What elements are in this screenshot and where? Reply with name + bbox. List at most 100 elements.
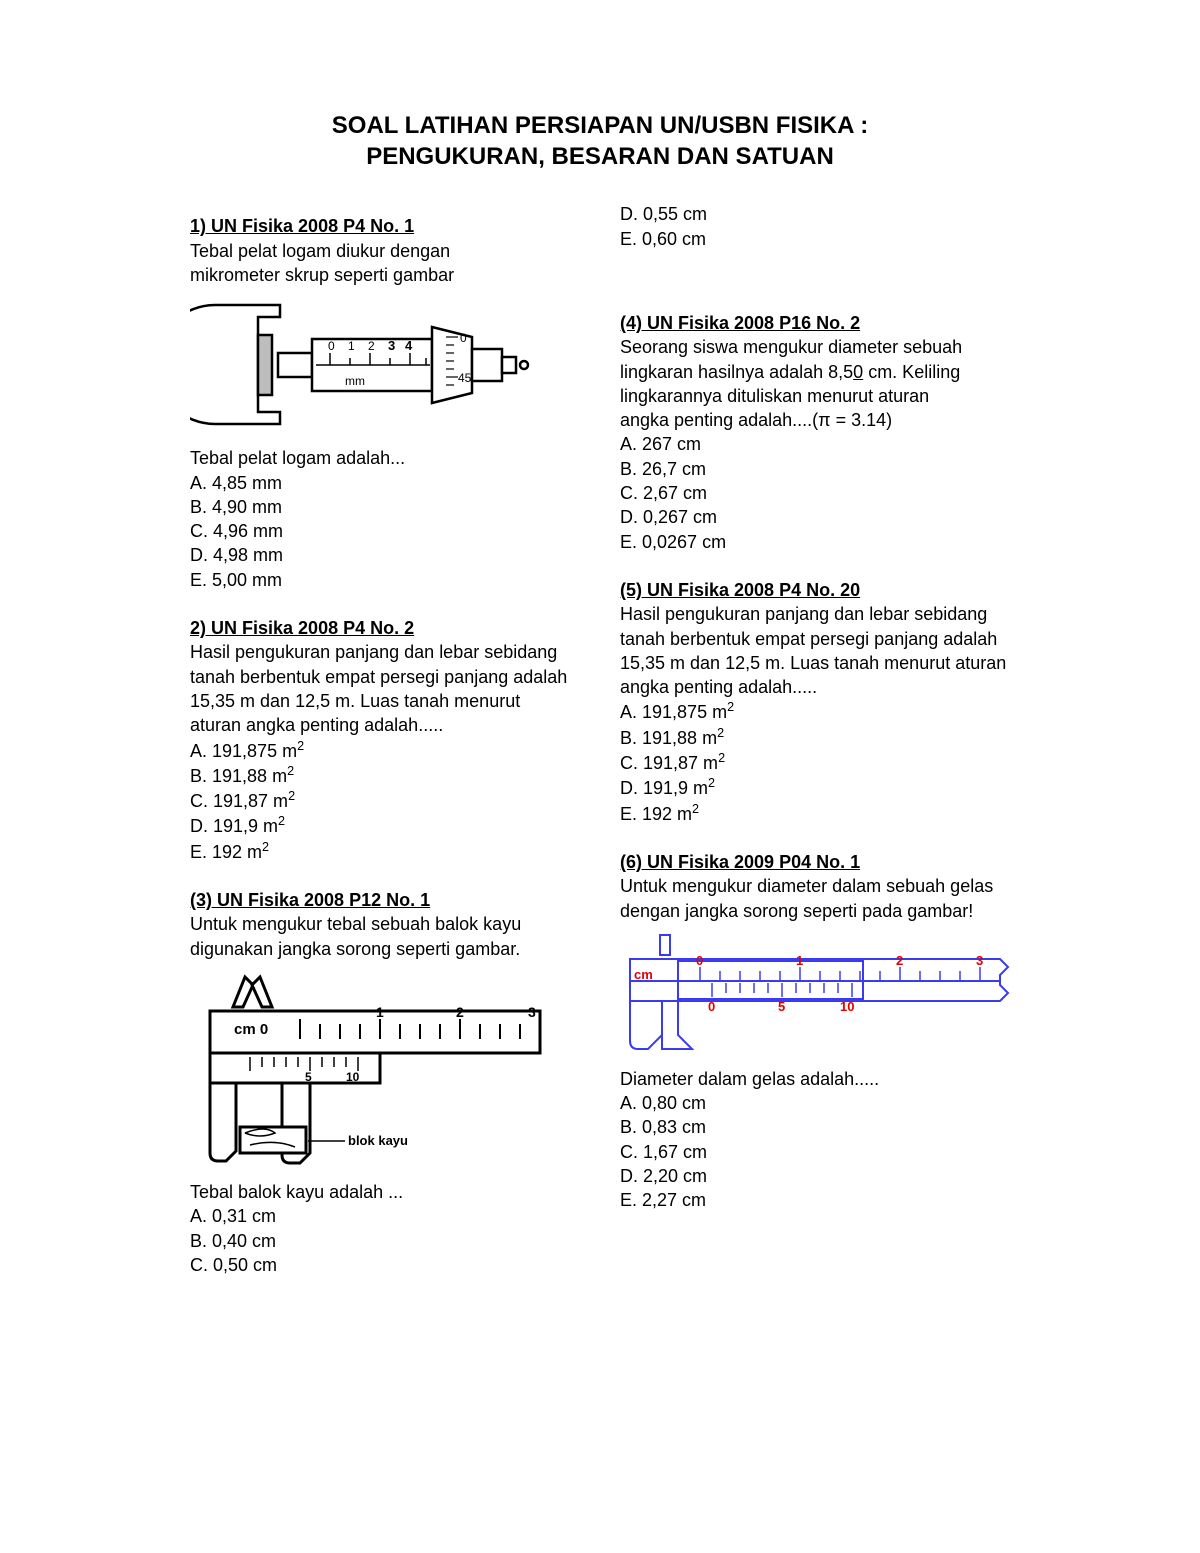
q4-A: A. 267 cm: [620, 432, 1010, 456]
q1-text2: mikrometer skrup seperti gambar: [190, 263, 570, 287]
q1-D: D. 4,98 mm: [190, 543, 570, 567]
q3-fig-v5: 5: [305, 1070, 312, 1084]
q5-C: C. 191,87 m: [620, 753, 718, 773]
q2-E: E. 192 m: [190, 842, 262, 862]
q6-fig-n0: 0: [696, 953, 703, 968]
q2-B-sq: 2: [287, 764, 294, 778]
q1-C: C. 4,96 mm: [190, 519, 570, 543]
q6-heading: (6) UN Fisika 2009 P04 No. 1: [620, 850, 1010, 874]
q1-fig-2: 2: [368, 339, 375, 353]
q1-heading: 1) UN Fisika 2008 P4 No. 1: [190, 214, 570, 238]
q1-fig-1: 1: [348, 339, 355, 353]
title-line1: SOAL LATIHAN PERSIAPAN UN/USBN FISIKA :: [332, 112, 868, 139]
q4-B: B. 26,7 cm: [620, 457, 1010, 481]
q2-E-sq: 2: [262, 840, 269, 854]
q3-D: D. 0,55 cm: [620, 202, 1010, 226]
q3-options-continued: D. 0,55 cm E. 0,60 cm: [620, 202, 1010, 251]
q5-A: A. 191,875 m: [620, 702, 727, 722]
q2-C: C. 191,87 m: [190, 791, 288, 811]
q6-fig-n2: 2: [896, 953, 903, 968]
q4-head: UN Fisika 2008 P16 No. 2: [647, 313, 860, 333]
q4-t4: angka penting adalah....(π = 3.14): [620, 408, 1010, 432]
q4-t2u: 0: [853, 362, 863, 382]
q5-B-sq: 2: [717, 726, 724, 740]
q3-fig-blok: blok kayu: [348, 1133, 408, 1148]
q3-C: C. 0,50 cm: [190, 1253, 570, 1277]
q6-head: UN Fisika 2009 P04 No. 1: [647, 852, 860, 872]
q6-fig-v0: 0: [708, 999, 715, 1014]
q4-t2b: cm. Keliling: [863, 362, 960, 382]
q2-num: 2): [190, 618, 211, 638]
q1-E: E. 5,00 mm: [190, 568, 570, 592]
q5-heading: (5) UN Fisika 2008 P4 No. 20: [620, 578, 1010, 602]
q6-C: C. 1,67 cm: [620, 1140, 1010, 1164]
q4-t2a: lingkaran hasilnya adalah 8,5: [620, 362, 853, 382]
micrometer-figure: 0 1 2 3 4 mm 0 45: [190, 295, 570, 440]
q1-B: B. 4,90 mm: [190, 495, 570, 519]
q2-heading: 2) UN Fisika 2008 P4 No. 2: [190, 616, 570, 640]
q6-fig-n3: 3: [976, 953, 983, 968]
q2-D-sq: 2: [278, 814, 285, 828]
q1-fig-3: 3: [388, 338, 395, 353]
q2-A: A. 191,875 m: [190, 741, 297, 761]
q6-E: E. 2,27 cm: [620, 1188, 1010, 1212]
caliper-figure-2: 0 1 2 3 cm 0 5 10: [620, 931, 1010, 1061]
q3-prompt: Tebal balok kayu adalah ...: [190, 1180, 570, 1204]
q1-options: A. 4,85 mm B. 4,90 mm C. 4,96 mm D. 4,98…: [190, 471, 570, 592]
q6-A: A. 0,80 cm: [620, 1091, 1010, 1115]
q4-num: (4): [620, 313, 647, 333]
q5-num: (5): [620, 580, 647, 600]
q4-options: A. 267 cm B. 26,7 cm C. 2,67 cm D. 0,267…: [620, 432, 1010, 553]
q4-t3: lingkarannya dituliskan menurut aturan: [620, 384, 1010, 408]
q1-fig-t45: 45: [458, 371, 472, 385]
q3-fig-n1: 1: [376, 1004, 384, 1020]
q6-options: A. 0,80 cm B. 0,83 cm C. 1,67 cm D. 2,20…: [620, 1091, 1010, 1212]
q5-C-sq: 2: [718, 751, 725, 765]
q6-text: Untuk mengukur diameter dalam sebuah gel…: [620, 874, 1010, 923]
q3-A: A. 0,31 cm: [190, 1204, 570, 1228]
q3-text: Untuk mengukur tebal sebuah balok kayu d…: [190, 912, 570, 961]
q2-D: D. 191,9 m: [190, 816, 278, 836]
q5-E: E. 192 m: [620, 804, 692, 824]
caliper-figure-1: cm 0 1 2 3 5 10 blok kayu: [190, 969, 570, 1174]
q1-fig-t0: 0: [460, 331, 467, 345]
q1-text1: Tebal pelat logam diukur dengan: [190, 239, 570, 263]
q1-num: 1): [190, 216, 211, 236]
q1-fig-4: 4: [405, 338, 413, 353]
title-line2: PENGUKURAN, BESARAN DAN SATUAN: [366, 143, 834, 170]
q5-D-sq: 2: [708, 776, 715, 790]
q3-fig-cm0: cm 0: [234, 1021, 268, 1038]
q4-t1: Seorang siswa mengukur diameter sebuah: [620, 335, 1010, 359]
q1-fig-0: 0: [328, 339, 335, 353]
q3-options: A. 0,31 cm B. 0,40 cm C. 0,50 cm: [190, 1204, 570, 1277]
q5-text: Hasil pengukuran panjang dan lebar sebid…: [620, 602, 1010, 699]
q3-head: UN Fisika 2008 P12 No. 1: [217, 890, 430, 910]
column-right: D. 0,55 cm E. 0,60 cm (4) UN Fisika 2008…: [620, 202, 1010, 1277]
q1-fig-mm: mm: [345, 374, 365, 388]
q5-options: A. 191,875 m2 B. 191,88 m2 C. 191,87 m2 …: [620, 699, 1010, 825]
q5-head: UN Fisika 2008 P4 No. 20: [647, 580, 860, 600]
q6-fig-v5: 5: [778, 999, 785, 1014]
q3-B: B. 0,40 cm: [190, 1229, 570, 1253]
q2-text: Hasil pengukuran panjang dan lebar sebid…: [190, 640, 570, 737]
q4-t2: lingkaran hasilnya adalah 8,50 cm. Kelil…: [620, 360, 1010, 384]
q4-E: E. 0,0267 cm: [620, 530, 1010, 554]
q6-prompt: Diameter dalam gelas adalah.....: [620, 1067, 1010, 1091]
q5-D: D. 191,9 m: [620, 778, 708, 798]
q2-A-sq: 2: [297, 739, 304, 753]
q3-fig-n2: 2: [456, 1004, 464, 1020]
q2-C-sq: 2: [288, 789, 295, 803]
q6-fig-v10: 10: [840, 999, 854, 1014]
q3-fig-v10: 10: [346, 1070, 360, 1084]
q3-num: (3): [190, 890, 217, 910]
q6-D: D. 2,20 cm: [620, 1164, 1010, 1188]
q3-heading: (3) UN Fisika 2008 P12 No. 1: [190, 888, 570, 912]
q5-B: B. 191,88 m: [620, 728, 717, 748]
q4-heading: (4) UN Fisika 2008 P16 No. 2: [620, 311, 1010, 335]
page-title: SOAL LATIHAN PERSIAPAN UN/USBN FISIKA : …: [190, 110, 1010, 172]
q6-B: B. 0,83 cm: [620, 1115, 1010, 1139]
q3-E: E. 0,60 cm: [620, 227, 1010, 251]
q5-E-sq: 2: [692, 802, 699, 816]
q4-C: C. 2,67 cm: [620, 481, 1010, 505]
q3-fig-n3: 3: [528, 1004, 536, 1020]
